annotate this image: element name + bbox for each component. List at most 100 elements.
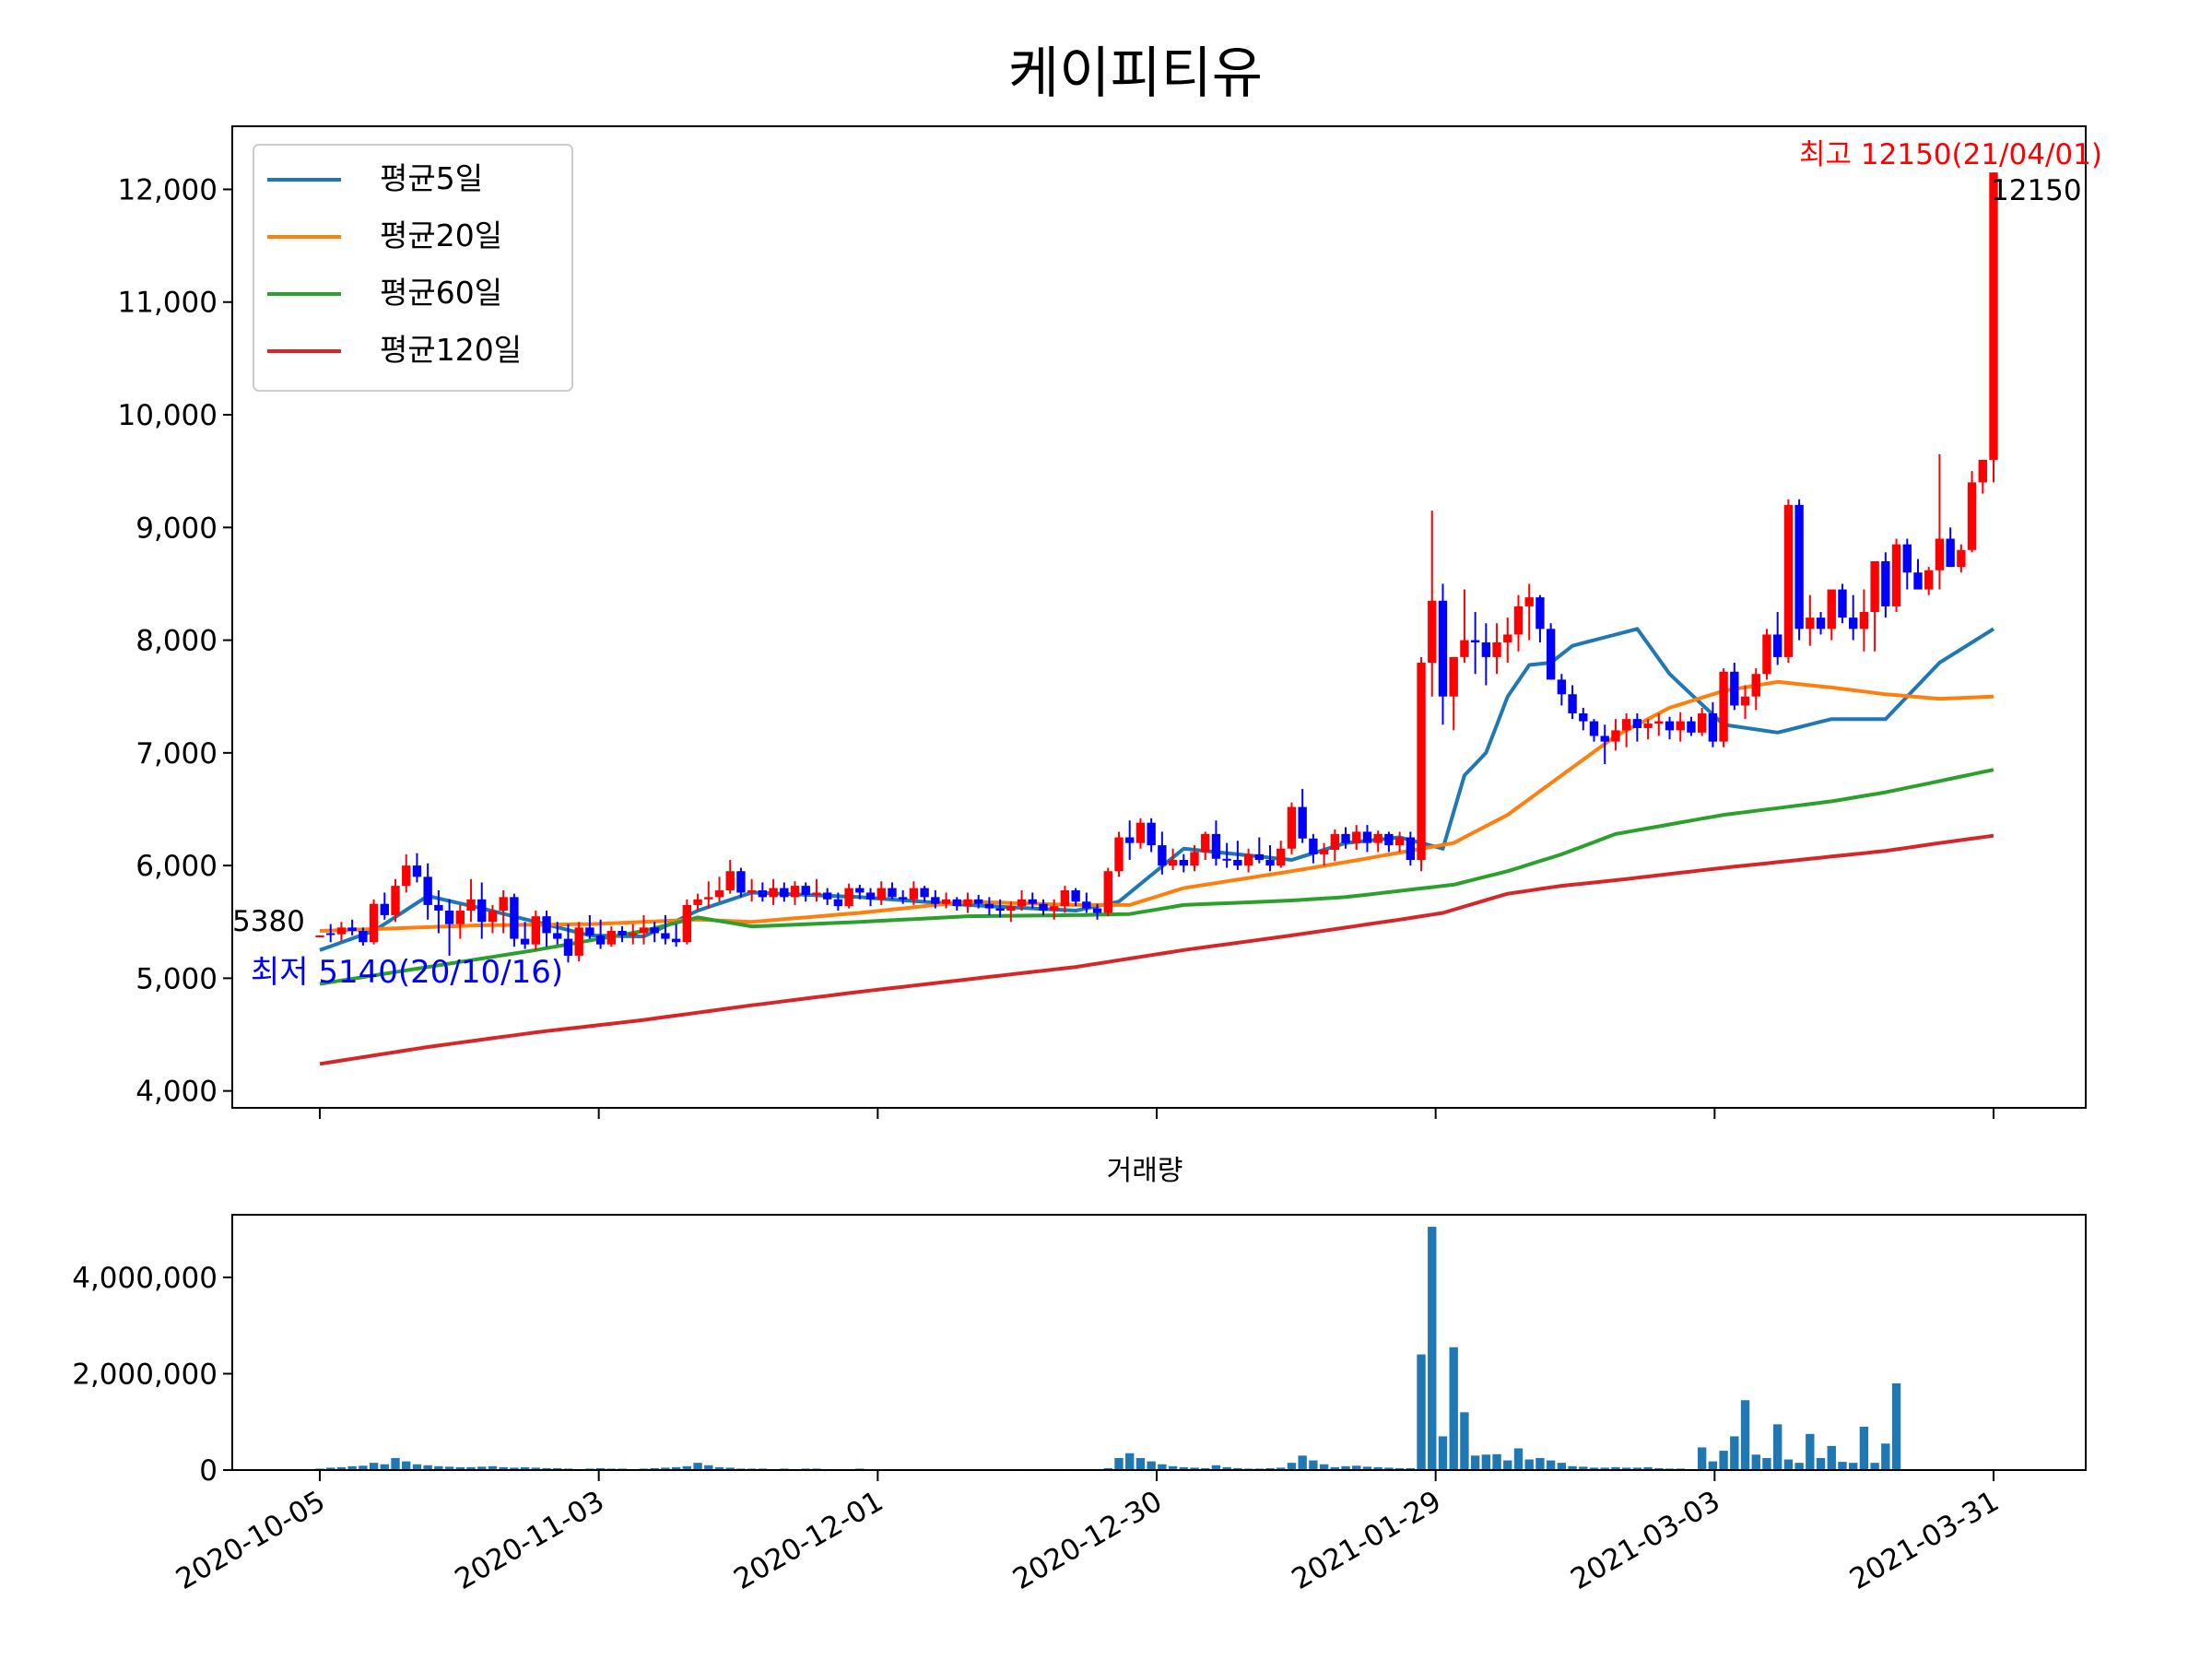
volume-bar [455,1466,465,1470]
volume-bar [1708,1461,1718,1470]
candle [1816,611,1826,635]
volume-y-axis: 0 2,000,000 4,000,000 [72,1262,232,1488]
volume-bar [595,1467,606,1470]
candle [1708,701,1718,747]
candle-body [941,899,951,904]
candle [682,899,692,945]
candle [693,893,702,912]
candle-body [1449,656,1458,697]
candle [1135,818,1146,849]
candle-body [477,899,487,923]
volume-bar [1352,1465,1361,1470]
candle-body [434,904,443,912]
candle-body [520,938,530,945]
candle-body [1783,504,1794,657]
volume-bar [359,1465,368,1470]
candle [585,914,594,939]
candle-body [1772,634,1783,657]
volume-bar [1589,1467,1599,1470]
candle [671,924,681,947]
candle-body [1158,845,1167,866]
volume-bar [661,1467,670,1470]
volume-bar [1168,1465,1178,1470]
candle [920,886,929,902]
volume-bar [1265,1467,1275,1470]
volume-bar [1103,1467,1112,1470]
candle-body [1125,837,1135,843]
candle [1470,611,1480,675]
candle [1265,845,1275,872]
candle [1147,818,1156,853]
candle [1870,560,1879,652]
volume-bar [1373,1466,1382,1470]
volume-plot-background [232,1215,2086,1470]
candle [736,867,746,898]
candle-body [336,927,347,935]
candle [618,926,627,943]
candle-body [736,871,746,893]
candle [1071,888,1080,907]
volume-bars [315,1227,1901,1470]
candle [1438,583,1448,725]
volume-bar [1449,1347,1458,1470]
candle [822,888,832,905]
candle [1924,567,1934,595]
candle [434,890,443,934]
volume-bar [1719,1451,1728,1470]
candle-body [1913,572,1923,590]
candle [369,899,379,945]
candle [1730,663,1739,711]
chart-title: 케이피티유 [1008,41,1263,106]
price-panel: 4,000 5,000 6,000 7,000 8,000 9,000 10,000 11,0… [118,125,2102,1119]
candle [941,892,951,909]
candle-body [1751,674,1760,697]
candle-body [1362,831,1372,843]
candle [790,881,800,905]
candle-body [747,890,757,893]
candle-body [1082,901,1091,909]
volume-bar [1524,1459,1534,1470]
candle [531,911,541,950]
price-y-axis: 4,000 5,000 6,000 7,000 8,000 9,000 10,000 11,0… [118,173,232,1109]
candle [1568,685,1577,720]
candle [1838,583,1847,624]
candle-body [1632,719,1642,728]
candle-body [1838,589,1847,618]
candle-body [1060,890,1070,907]
candle-body [1687,721,1696,733]
candle-body [1503,634,1512,643]
price-y-tick-label: 11,000 [118,287,218,320]
candle-body [661,933,670,939]
candle [1460,589,1469,664]
price-plot-frame [231,125,2087,1109]
candle [477,882,487,939]
candle-body [725,871,735,891]
candle [801,882,810,902]
candle [1902,538,1912,590]
volume-bar [510,1467,519,1470]
candle-body [1135,822,1146,843]
candle-body [455,911,465,924]
candle-body [1762,634,1771,675]
candle [606,926,617,947]
candle-body [423,877,432,905]
candle [1827,589,1836,641]
candle [499,890,508,934]
candle-body [1935,538,1945,571]
candle-body [359,931,368,943]
volume-bar [1697,1447,1707,1470]
candle-body [1902,544,1912,573]
candle-body [909,888,919,900]
candle-body [1277,848,1286,866]
candle [542,911,551,947]
candle-body [1438,600,1448,697]
candle-body [1989,172,1998,460]
candle [1740,685,1750,720]
candle [1082,892,1091,913]
candle-body [1643,724,1653,728]
candle [1654,713,1664,736]
candle-body [671,938,681,943]
candle [553,922,562,945]
candle-body [693,899,702,905]
